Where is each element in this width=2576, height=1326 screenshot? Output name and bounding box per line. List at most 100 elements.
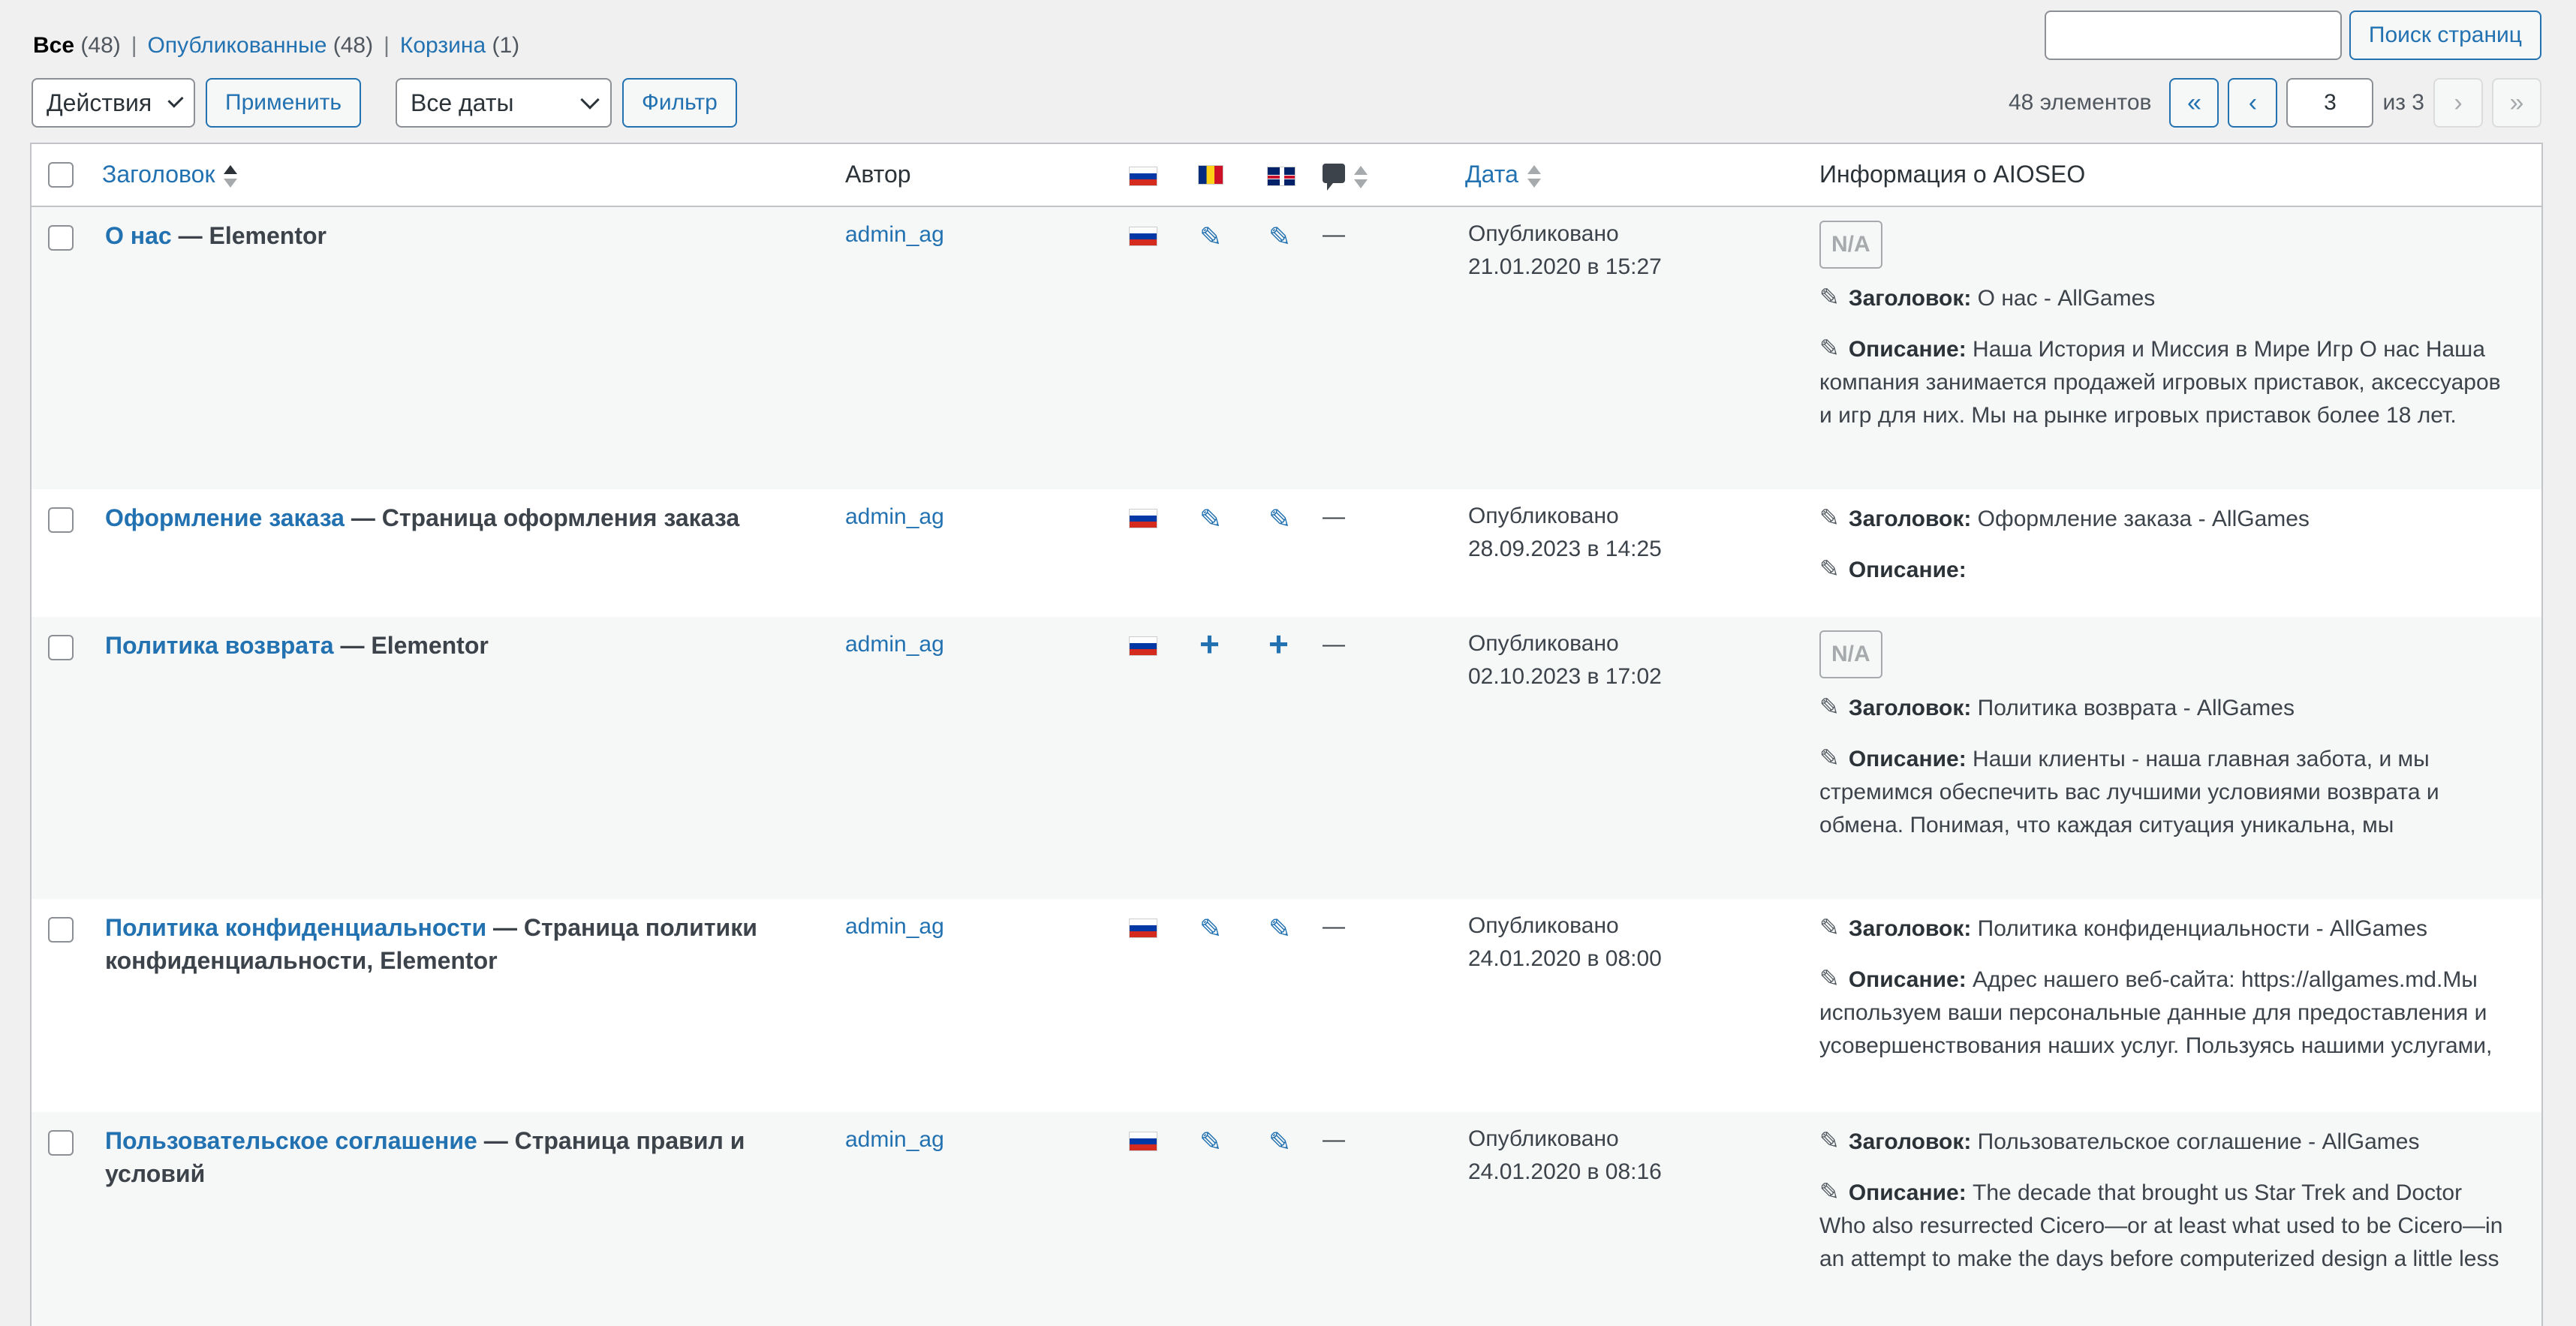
- date-filter-value: Все даты: [411, 89, 514, 116]
- seo-description-label: Описание:: [1848, 337, 1967, 362]
- flag-ru-icon: [1129, 167, 1157, 192]
- add-translation-en-icon[interactable]: +: [1268, 624, 1289, 663]
- seo-description-value: The decade that brought us Star Trek and…: [1819, 1180, 2503, 1271]
- edit-seo-description-icon[interactable]: ✎: [1819, 555, 1840, 582]
- edit-seo-description-icon[interactable]: ✎: [1819, 335, 1840, 362]
- column-aioseo: Информация о AIOSEO: [1819, 161, 2086, 188]
- edit-seo-title-icon[interactable]: ✎: [1819, 693, 1840, 720]
- view-published-link[interactable]: Опубликованные (48): [147, 33, 374, 58]
- bulk-actions-select[interactable]: Действия: [32, 78, 195, 128]
- author-link[interactable]: admin_ag: [845, 1127, 944, 1152]
- select-all-checkbox[interactable]: [48, 162, 74, 188]
- comments-count: —: [1323, 1127, 1345, 1152]
- add-translation-ro-icon[interactable]: +: [1199, 624, 1220, 663]
- seo-title-label: Заголовок:: [1848, 507, 1972, 531]
- row-checkbox[interactable]: [48, 635, 74, 660]
- edit-translation-ro-icon[interactable]: ✎: [1199, 913, 1223, 944]
- seo-description-value: Наши клиенты - наша главная забота, и мы…: [1819, 747, 2439, 837]
- view-trash-link[interactable]: Корзина (1): [399, 33, 520, 58]
- edit-translation-en-icon[interactable]: ✎: [1268, 221, 1292, 252]
- tablenav-top: Действия Применить Все даты Фильтр: [32, 78, 737, 128]
- edit-seo-title-icon[interactable]: ✎: [1819, 1127, 1840, 1154]
- post-status: Опубликовано: [1468, 504, 1619, 528]
- edit-translation-en-icon[interactable]: ✎: [1268, 504, 1292, 534]
- seo-title-value: О нас - AllGames: [1971, 286, 2156, 311]
- table-row: Политика конфиденциальности — Страница п…: [32, 899, 2541, 1112]
- prev-page-button[interactable]: ‹: [2228, 78, 2278, 128]
- author-link[interactable]: admin_ag: [845, 222, 944, 247]
- seo-description-label: Описание:: [1848, 558, 1967, 582]
- row-title: Оформление заказа — Страница оформления …: [105, 501, 826, 534]
- table-row: Пользовательское соглашение — Страница п…: [32, 1112, 2541, 1326]
- column-date-sort[interactable]: Дата: [1465, 161, 1541, 189]
- pagination: 48 элементов « ‹ 3 из 3 › »: [2009, 78, 2541, 128]
- date-cell: Опубликовано 28.09.2023 в 14:25: [1468, 500, 1662, 566]
- flag-ru-icon: [1129, 509, 1157, 534]
- row-checkbox[interactable]: [48, 917, 74, 943]
- bulk-actions-value: Действия: [47, 89, 152, 116]
- seo-description-label: Описание:: [1848, 1180, 1967, 1205]
- search-pages-button[interactable]: Поиск страниц: [2349, 11, 2541, 60]
- table-header: Заголовок Автор Дата Информация о AIOSEO: [32, 144, 2541, 207]
- edit-seo-title-icon[interactable]: ✎: [1819, 914, 1840, 941]
- seo-description-value: Адрес нашего веб-сайта: https://allgames…: [1819, 967, 2493, 1058]
- page-states: — Elementor: [333, 632, 489, 659]
- seo-title-line: ✎ Заголовок: Оформление заказа - AllGames: [1819, 501, 2510, 536]
- row-checkbox[interactable]: [48, 1130, 74, 1156]
- aioseo-details: N/A ✎ Заголовок: О нас - AllGames ✎ Описан…: [1819, 221, 2510, 447]
- page-title-link[interactable]: Оформление заказа: [105, 504, 345, 531]
- aioseo-details: ✎ Заголовок: Политика конфиденциальности …: [1819, 911, 2510, 1078]
- edit-seo-description-icon[interactable]: ✎: [1819, 965, 1840, 992]
- seo-score-badge: N/A: [1819, 630, 1882, 678]
- date-cell: Опубликовано 21.01.2020 в 15:27: [1468, 218, 1662, 284]
- seo-description-line: ✎ Описание: Наши клиенты - наша главная з…: [1819, 741, 2510, 840]
- seo-description-line: ✎ Описание: Наша История и Миссия в Мире …: [1819, 332, 2510, 431]
- page-states: — Страница правил и условий: [105, 1127, 745, 1187]
- author-link[interactable]: admin_ag: [845, 504, 944, 529]
- flag-ru-icon: [1129, 1132, 1157, 1157]
- search-input[interactable]: [2044, 11, 2342, 60]
- row-checkbox[interactable]: [48, 507, 74, 533]
- page-title-link[interactable]: Политика возврата: [105, 632, 334, 659]
- edit-seo-description-icon[interactable]: ✎: [1819, 1178, 1840, 1205]
- edit-translation-ro-icon[interactable]: ✎: [1199, 221, 1223, 252]
- seo-title-label: Заголовок:: [1848, 1129, 1972, 1154]
- author-link[interactable]: admin_ag: [845, 632, 944, 657]
- comments-column-sort[interactable]: [1323, 164, 1368, 191]
- seo-title-line: ✎ Заголовок: Политика возврата - AllGames: [1819, 690, 2510, 725]
- author-link[interactable]: admin_ag: [845, 914, 944, 939]
- edit-seo-title-icon[interactable]: ✎: [1819, 284, 1840, 311]
- page-title-link[interactable]: Пользовательское соглашение: [105, 1127, 477, 1154]
- view-all-link[interactable]: Все (48): [33, 33, 121, 58]
- aioseo-details: ✎ Заголовок: Оформление заказа - AllGames…: [1819, 501, 2510, 603]
- current-page-input[interactable]: 3: [2286, 78, 2374, 128]
- views-separator: |: [131, 33, 137, 58]
- aioseo-details: N/A ✎ Заголовок: Политика возврата - AllG…: [1819, 630, 2510, 857]
- edit-translation-en-icon[interactable]: ✎: [1268, 913, 1292, 944]
- row-checkbox[interactable]: [48, 225, 74, 251]
- date-filter-select[interactable]: Все даты: [396, 78, 612, 128]
- column-title-sort[interactable]: Заголовок: [102, 161, 238, 189]
- edit-seo-description-icon[interactable]: ✎: [1819, 744, 1840, 771]
- row-title: Пользовательское соглашение — Страница п…: [105, 1124, 841, 1190]
- page-title-link[interactable]: Политика конфиденциальности: [105, 914, 487, 941]
- first-page-button[interactable]: «: [2169, 78, 2219, 128]
- column-author: Автор: [845, 161, 911, 188]
- flag-ru-icon: [1129, 636, 1157, 662]
- total-pages: из 3: [2382, 90, 2424, 115]
- seo-title-value: Оформление заказа - AllGames: [1971, 507, 2310, 531]
- filter-button[interactable]: Фильтр: [622, 78, 737, 128]
- flag-ru-icon: [1129, 227, 1157, 252]
- edit-translation-ro-icon[interactable]: ✎: [1199, 1126, 1223, 1157]
- views-separator: |: [384, 33, 390, 58]
- flag-ru-icon: [1129, 919, 1157, 944]
- edit-seo-title-icon[interactable]: ✎: [1819, 504, 1840, 531]
- edit-translation-ro-icon[interactable]: ✎: [1199, 504, 1223, 534]
- post-status: Опубликовано: [1468, 631, 1619, 656]
- apply-button[interactable]: Применить: [206, 78, 362, 128]
- post-date: 28.09.2023 в 14:25: [1468, 537, 1662, 561]
- next-page-button: ›: [2433, 78, 2483, 128]
- page-title-link[interactable]: О нас: [105, 222, 172, 249]
- seo-title-value: Политика конфиденциальности - AllGames: [1971, 916, 2427, 941]
- edit-translation-en-icon[interactable]: ✎: [1268, 1126, 1292, 1157]
